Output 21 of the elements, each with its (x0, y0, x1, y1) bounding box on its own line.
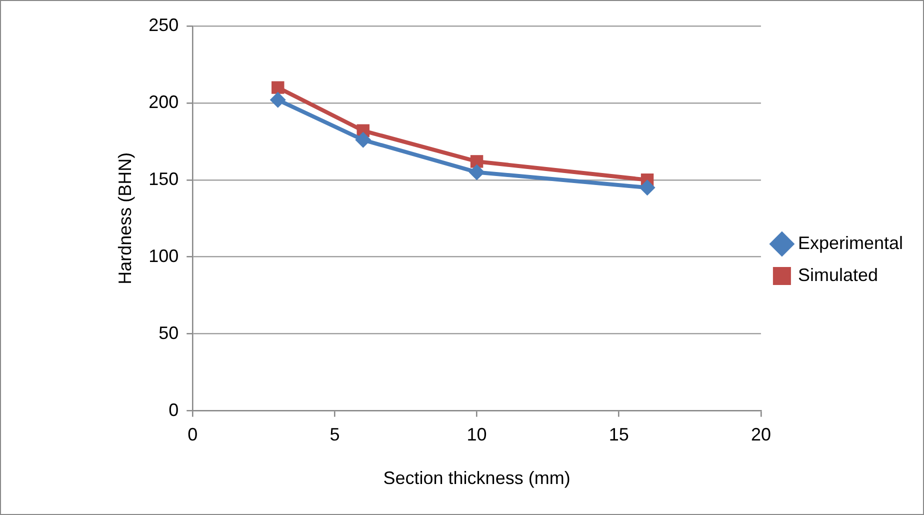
y-tick-label: 50 (158, 322, 179, 343)
point (639, 180, 656, 196)
x-tick-label: 10 (466, 424, 487, 445)
legend-label: Simulated (798, 264, 878, 285)
point (470, 155, 484, 168)
x-tick-label: 20 (750, 424, 771, 445)
point (272, 81, 284, 94)
y-tick-label: 200 (148, 92, 179, 112)
x-tick-label: 15 (608, 424, 629, 445)
y-tick-label: 250 (148, 14, 179, 35)
x-axis-title: Section thickness (mm) (383, 468, 570, 488)
legend-label: Experimental (798, 232, 903, 253)
point (355, 132, 372, 148)
y-tick-label: 0 (168, 400, 179, 420)
point (270, 92, 286, 108)
y-axis-title: Hardness (BHN) (114, 152, 135, 284)
point (468, 164, 485, 180)
x-tick-label: 0 (188, 424, 198, 445)
y-tick-label: 150 (148, 168, 179, 189)
y-tick-label: 100 (148, 246, 179, 266)
x-tick-label: 5 (330, 424, 340, 445)
